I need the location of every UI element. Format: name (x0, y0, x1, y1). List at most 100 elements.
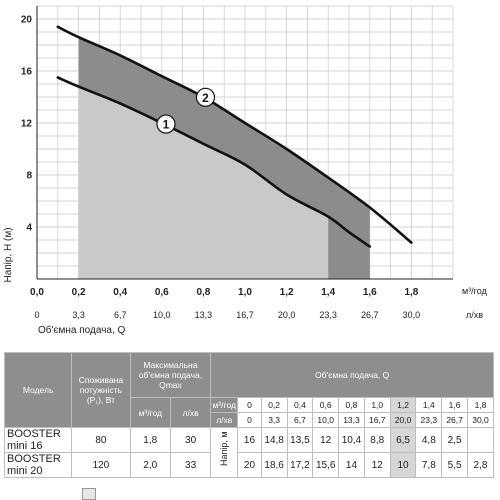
head-value: 12 (363, 452, 391, 478)
head-value: 13,5 (286, 427, 314, 453)
x-tick-label: 0,2 (72, 287, 86, 298)
head-value: 20 (237, 452, 262, 478)
unit-m3-label: м³/год (210, 397, 239, 413)
q-m3-cell: 0,8 (338, 397, 365, 413)
head-label: Напір, м (219, 430, 230, 466)
y-tick-label: 16 (21, 67, 33, 78)
axes-group: 481216200,000,23,30,46,70,610,00,813,31,… (21, 6, 453, 320)
q-lmin-cell: 13,3 (338, 412, 365, 428)
x-tick-label-secondary: 26,7 (361, 310, 379, 320)
head-value: 2,5 (441, 427, 468, 453)
q-m3-cell: 0,2 (260, 397, 288, 413)
qmax-lmin-value: 30 (169, 427, 212, 453)
curves-group: 12 (56, 25, 413, 248)
power-value: 120 (71, 452, 131, 478)
x-tick-label: 1,4 (321, 287, 335, 298)
head-value: 14 (338, 452, 365, 478)
q-lmin-cell: 10,0 (312, 412, 340, 428)
header-flow-lmin: л/хв (169, 397, 212, 428)
head-value: 5,5 (441, 452, 468, 478)
x-tick-label-secondary: 10,0 (153, 310, 171, 320)
series-line-1 (56, 76, 372, 248)
x-axis-unit-secondary: л/хв (466, 310, 483, 320)
head-value: 8,8 (363, 427, 391, 453)
head-value (466, 427, 495, 453)
x-tick-label-secondary: 23,3 (319, 310, 337, 320)
y-tick-label: 8 (26, 171, 32, 182)
x-tick-label: 0,0 (30, 287, 44, 298)
head-value: 17,2 (286, 452, 314, 478)
q-lmin-cell: 30,0 (466, 412, 495, 428)
unit-lmin-label: л/хв (210, 412, 239, 428)
head-value: 12 (312, 427, 340, 453)
qmax-lmin-value: 33 (169, 452, 212, 478)
header-flow-group: Об'ємна подача, Q (210, 352, 494, 398)
y-axis-label: Напір, Н (м) (3, 227, 14, 282)
head-value: 7,8 (415, 452, 443, 478)
header-flow-m3: м³/год (129, 397, 171, 428)
operating-regions (78, 37, 370, 279)
pump-performance-chart: 12 481216200,000,23,30,46,70,610,00,813,… (3, 5, 488, 336)
head-value: 18,6 (260, 452, 288, 478)
x-tick-label: 1,2 (280, 287, 294, 298)
x-tick-label: 1,0 (238, 287, 252, 298)
head-value: 10 (389, 452, 417, 478)
model-name: BOOSTER mini 16 (3, 427, 73, 453)
x-tick-label: 1,6 (363, 287, 377, 298)
y-tick-label: 20 (21, 15, 33, 26)
series-marker-1 (156, 114, 176, 134)
header-power: Споживана потужність (P₁), Вт (71, 352, 131, 428)
x-tick-label-secondary: 6,7 (114, 310, 127, 320)
q-lmin-cell: 3,3 (260, 412, 288, 428)
qmax-m3-value: 2,0 (129, 452, 171, 478)
head-value: 2,8 (466, 452, 495, 478)
x-tick-label-secondary: 13,3 (195, 310, 213, 320)
x-tick-label: 1,8 (404, 287, 418, 298)
q-m3-cell: 0,4 (286, 397, 314, 413)
qmax-m3-value: 1,8 (129, 427, 171, 453)
x-axis-label: Об'ємна подача, Q (38, 324, 126, 336)
q-lmin-cell: 16,7 (363, 412, 391, 428)
q-lmin-cell: 20,0 (389, 412, 417, 428)
region-edge-band (328, 216, 370, 279)
head-value: 15,6 (312, 452, 340, 478)
head-value: 14,8 (260, 427, 288, 453)
x-tick-label-secondary: 16,7 (236, 310, 254, 320)
head-value: 10,4 (338, 427, 365, 453)
q-m3-cell: 1,8 (466, 397, 495, 413)
x-tick-label-secondary: 20,0 (278, 310, 296, 320)
x-tick-label: 0,4 (113, 287, 127, 298)
header-model: Модель (3, 352, 73, 428)
q-lmin-cell: 0 (237, 412, 262, 428)
region-curve-2 (78, 37, 370, 247)
specs-table: Модель Споживана потужність (P₁), Вт Мак… (3, 352, 495, 478)
head-label-cell: Напір, м (210, 427, 239, 478)
head-value: 16 (237, 427, 262, 453)
x-tick-label: 0,6 (155, 287, 169, 298)
x-tick-label-secondary: 3,3 (72, 310, 85, 320)
x-axis-unit-primary: м³/год (462, 286, 488, 296)
q-m3-cell: 0 (237, 397, 262, 413)
head-value: 6,5 (389, 427, 417, 453)
region-curve-1 (78, 86, 370, 279)
q-lmin-cell: 23,3 (415, 412, 443, 428)
header-max-flow: Максимальна об'ємна подача, Qmax (129, 352, 212, 398)
y-tick-label: 4 (26, 223, 32, 234)
y-tick-label: 12 (21, 119, 33, 130)
head-value: 4,8 (415, 427, 443, 453)
x-tick-label: 0,8 (196, 287, 210, 298)
x-tick-label-secondary: 30,0 (403, 310, 421, 320)
series-marker-2 (195, 87, 216, 107)
q-lmin-cell: 6,7 (286, 412, 314, 428)
q-m3-cell: 0,6 (312, 397, 340, 413)
series-line-2 (56, 25, 413, 244)
series-label-1: 1 (163, 118, 170, 132)
q-m3-cell: 1,0 (363, 397, 391, 413)
q-m3-cell: 1,6 (441, 397, 468, 413)
power-value: 80 (71, 427, 131, 453)
q-lmin-cell: 26,7 (441, 412, 468, 428)
series-label-2: 2 (202, 91, 209, 105)
q-m3-cell: 1,4 (415, 397, 443, 413)
legend-swatch (82, 488, 96, 500)
model-name: BOOSTER mini 20 (3, 452, 73, 478)
